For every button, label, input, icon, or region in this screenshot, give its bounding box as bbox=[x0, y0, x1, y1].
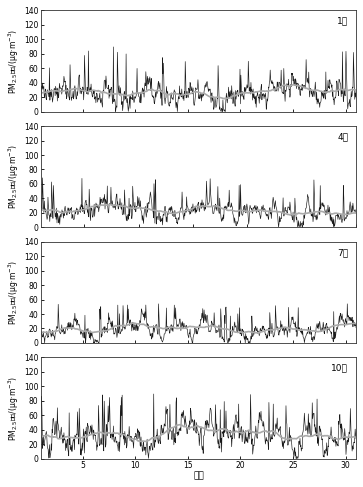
Y-axis label: PM$_{2.5}$浓度/(μg·m$^{-3}$): PM$_{2.5}$浓度/(μg·m$^{-3}$) bbox=[7, 144, 21, 209]
Y-axis label: PM$_{2.5}$浓度/(μg·m$^{-3}$): PM$_{2.5}$浓度/(μg·m$^{-3}$) bbox=[7, 375, 21, 441]
X-axis label: 日期: 日期 bbox=[193, 471, 204, 480]
Text: 4月: 4月 bbox=[337, 132, 348, 141]
Text: 7月: 7月 bbox=[337, 248, 348, 257]
Text: 1月: 1月 bbox=[337, 17, 348, 25]
Text: 10月: 10月 bbox=[331, 363, 348, 373]
Y-axis label: PM$_{2.5}$浓度/(μg·m$^{-3}$): PM$_{2.5}$浓度/(μg·m$^{-3}$) bbox=[7, 260, 21, 325]
Y-axis label: PM$_{2.5}$浓度/(μg·m$^{-3}$): PM$_{2.5}$浓度/(μg·m$^{-3}$) bbox=[7, 28, 21, 94]
